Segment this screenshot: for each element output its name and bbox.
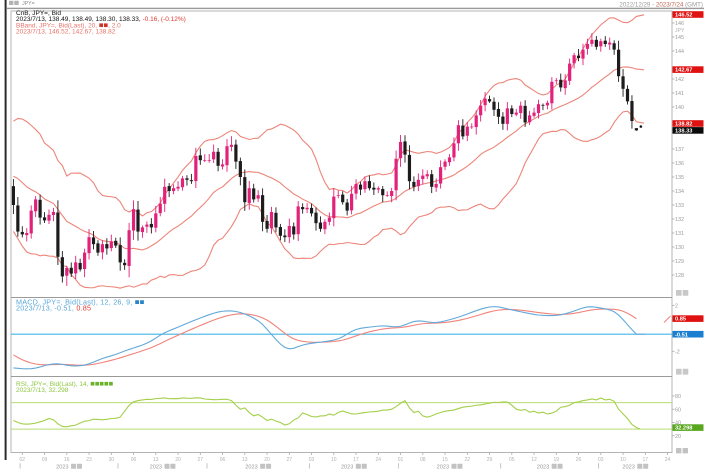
svg-text:2023/7/13, 146.52, 142.67, 138: 2023/7/13, 146.52, 142.67, 138.82	[16, 29, 116, 36]
svg-text:-0.51: -0.51	[675, 332, 688, 338]
svg-text:30: 30	[109, 457, 115, 463]
svg-text:27: 27	[198, 457, 204, 463]
svg-text:05: 05	[509, 457, 515, 463]
svg-text:129: 129	[675, 259, 684, 265]
svg-text:2023: 2023	[537, 465, 549, 469]
svg-text:140: 140	[675, 105, 684, 111]
svg-text:06: 06	[220, 457, 226, 463]
svg-text:15: 15	[442, 457, 448, 463]
svg-text:142: 142	[675, 77, 684, 83]
svg-text:2022/12/29 - 2023/7/24 (GMT): 2022/12/29 - 2023/7/24 (GMT)	[619, 1, 703, 8]
svg-text:09: 09	[42, 457, 48, 463]
svg-text:2023: 2023	[437, 465, 449, 469]
svg-text:2023: 2023	[245, 465, 257, 469]
svg-text:2023: 2023	[150, 465, 162, 469]
svg-text:2023/7/13, 32.298: 2023/7/13, 32.298	[16, 387, 69, 394]
svg-text:BBand, JPY=, Bid(Last), 20, ■■: BBand, JPY=, Bid(Last), 20, ■■, 2.0	[16, 20, 121, 29]
svg-text:RSI, JPY=, Bid(Last), 14, ■■■■: RSI, JPY=, Bid(Last), 14, ■■■■■	[16, 379, 114, 388]
svg-text:03: 03	[598, 457, 604, 463]
svg-text:146.52: 146.52	[675, 13, 692, 19]
svg-text:17: 17	[643, 457, 649, 463]
svg-text:20: 20	[675, 434, 681, 440]
svg-text:0.85: 0.85	[675, 317, 686, 323]
svg-text:13: 13	[242, 457, 248, 463]
svg-text:135: 135	[675, 175, 684, 181]
svg-text:2023: 2023	[622, 465, 634, 469]
svg-text:10: 10	[331, 457, 337, 463]
svg-text:13: 13	[153, 457, 159, 463]
svg-text:08: 08	[420, 457, 426, 463]
svg-text:24: 24	[665, 457, 671, 463]
svg-text:29: 29	[487, 457, 493, 463]
svg-text:2023/7/13, -0.51, 0.85: 2023/7/13, -0.51, 0.85	[16, 304, 91, 313]
svg-text:16: 16	[64, 457, 70, 463]
svg-text:137: 137	[675, 147, 684, 153]
svg-text:03: 03	[309, 457, 315, 463]
svg-text:142.67: 142.67	[675, 68, 692, 74]
svg-text:MACD, JPY=, Bid(Last), 12, 26,: MACD, JPY=, Bid(Last), 12, 26, 9, ■■	[16, 298, 145, 307]
svg-text:19: 19	[554, 457, 560, 463]
svg-text:2023: 2023	[56, 465, 68, 469]
svg-text:136: 136	[675, 161, 684, 167]
svg-text:01: 01	[398, 457, 404, 463]
svg-text:144: 144	[675, 49, 684, 55]
svg-text:2023/7/13, 138.49, 138.49, 138: 2023/7/13, 138.49, 138.49, 138.30, 138.3…	[16, 16, 186, 23]
svg-text:146: 146	[675, 21, 684, 27]
svg-text:128: 128	[675, 273, 684, 279]
svg-text:2023: 2023	[341, 465, 353, 469]
svg-text:24: 24	[376, 457, 382, 463]
svg-text:131: 131	[675, 231, 684, 237]
svg-text:138.33: 138.33	[675, 129, 692, 135]
svg-text:JPY: JPY	[675, 28, 685, 34]
svg-text:JPY=: JPY=	[22, 1, 35, 7]
svg-text:23: 23	[86, 457, 92, 463]
svg-text:32.298: 32.298	[675, 426, 692, 432]
svg-text:20: 20	[264, 457, 270, 463]
svg-text:12: 12	[531, 457, 537, 463]
svg-text:2: 2	[675, 304, 678, 310]
svg-text:26: 26	[576, 457, 582, 463]
svg-text:CnB, JPY=, Bid: CnB, JPY=, Bid	[16, 10, 61, 17]
svg-text:02: 02	[20, 457, 26, 463]
svg-text:-2: -2	[675, 349, 680, 355]
svg-text:132: 132	[675, 217, 684, 223]
svg-text:141: 141	[675, 91, 684, 97]
svg-text:06: 06	[131, 457, 137, 463]
svg-text:145: 145	[675, 35, 684, 41]
svg-text:134: 134	[675, 189, 684, 195]
svg-text:10: 10	[620, 457, 626, 463]
svg-text:20: 20	[175, 457, 181, 463]
svg-text:27: 27	[287, 457, 293, 463]
svg-text:80: 80	[675, 394, 681, 400]
svg-text:60: 60	[675, 407, 681, 413]
svg-text:130: 130	[675, 245, 684, 251]
svg-text:138.82: 138.82	[675, 122, 692, 128]
svg-text:17: 17	[353, 457, 359, 463]
svg-text:22: 22	[465, 457, 471, 463]
svg-text:133: 133	[675, 203, 684, 209]
svg-text:40: 40	[675, 421, 681, 427]
